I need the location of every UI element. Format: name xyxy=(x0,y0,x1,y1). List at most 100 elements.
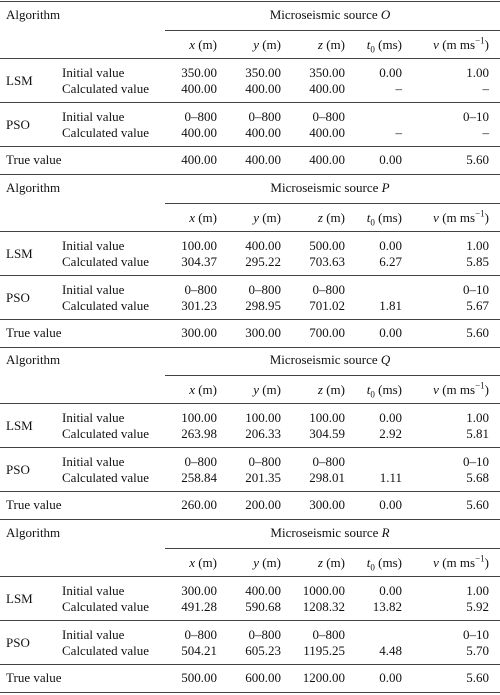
row-label: Calculated value xyxy=(62,297,149,313)
rule xyxy=(0,691,500,693)
cell: 400.00 xyxy=(245,81,281,96)
column-header: v (m ms−1) xyxy=(433,36,489,52)
cell: 0–800 xyxy=(248,626,282,642)
cell: 5.70 xyxy=(466,642,489,658)
column-symbol: t xyxy=(366,382,371,398)
row-label: Initial value xyxy=(62,281,125,297)
cell: 0.00 xyxy=(379,669,402,685)
row-label: Initial value xyxy=(62,626,125,642)
column-unit: (m ms xyxy=(442,554,476,570)
rule xyxy=(0,146,500,147)
cell: 0.00 xyxy=(379,497,402,513)
rule xyxy=(0,519,500,521)
algorithm-header: Algorithm xyxy=(6,352,61,368)
column-header: y (m) xyxy=(253,209,281,225)
source-title: Microseismic source O xyxy=(270,8,391,22)
column-symbol: t xyxy=(366,554,371,570)
cell: 0–10 xyxy=(463,281,489,297)
cell: 1000.00 xyxy=(302,582,345,598)
column-header: t0 (ms) xyxy=(366,382,402,400)
column-symbol: y xyxy=(253,37,259,52)
column-unit: (m) xyxy=(262,554,281,570)
column-subscript: 0 xyxy=(370,44,375,55)
column-unit: (m) xyxy=(326,37,345,52)
cell: 0–800 xyxy=(184,454,218,470)
cell: 2.92 xyxy=(379,426,402,442)
column-unit: (m ms xyxy=(442,209,476,225)
column-unit: (m ms xyxy=(442,382,476,398)
column-header: t0 (ms) xyxy=(366,37,402,55)
column-symbol: x xyxy=(189,37,195,52)
cell: 258.84 xyxy=(181,470,217,486)
column-symbol: v xyxy=(433,209,439,225)
rule xyxy=(0,491,500,493)
cell: 295.22 xyxy=(245,253,281,269)
cell: 350.00 xyxy=(309,65,345,80)
source-title: Microseismic source P xyxy=(270,179,390,195)
cell: 400.00 xyxy=(309,152,345,167)
cell: 504.21 xyxy=(181,642,217,658)
cell: 0.00 xyxy=(379,410,402,426)
cell: 5.85 xyxy=(466,253,489,269)
cell: 400.00 xyxy=(245,125,281,140)
source-title: Microseismic source R xyxy=(270,525,389,540)
group-name: PSO xyxy=(6,117,30,132)
rule xyxy=(165,375,500,377)
rule xyxy=(0,403,500,405)
cell: 1.81 xyxy=(379,297,402,313)
source-name: P xyxy=(381,179,390,195)
column-unit: (m) xyxy=(198,209,217,225)
row-label: Calculated value xyxy=(62,470,149,486)
cell: 1.00 xyxy=(466,582,489,598)
cell: 0.00 xyxy=(379,582,402,598)
column-unit: (m) xyxy=(198,554,217,570)
column-header: y (m) xyxy=(253,38,281,52)
source-name: Q xyxy=(380,352,391,368)
row-label: Initial value xyxy=(62,109,125,124)
column-symbol: v xyxy=(433,554,439,570)
cell: 350.00 xyxy=(245,65,281,80)
column-unit-close: ) xyxy=(484,382,489,398)
rule xyxy=(0,447,500,449)
cell: 0–800 xyxy=(184,281,218,297)
row-label: Calculated value xyxy=(62,598,149,614)
column-unit: (m) xyxy=(326,209,345,225)
column-header: z (m) xyxy=(318,554,345,570)
column-unit: (m) xyxy=(326,554,345,570)
column-header: x (m) xyxy=(189,554,217,570)
column-symbol: t xyxy=(366,37,371,52)
row-label: True value xyxy=(6,669,62,685)
group-name: PSO xyxy=(6,462,30,478)
column-header: v (m ms−1) xyxy=(433,209,489,225)
group-name: LSM xyxy=(6,418,33,434)
column-symbol: z xyxy=(317,209,323,225)
cell: 13.82 xyxy=(372,598,402,614)
row-label: Calculated value xyxy=(62,125,149,140)
cell: 5.60 xyxy=(466,152,489,167)
rule xyxy=(0,663,500,665)
column-unit: (ms) xyxy=(378,382,402,398)
cell: 4.48 xyxy=(379,642,402,658)
cell: 263.98 xyxy=(181,426,217,442)
column-unit: (m) xyxy=(198,382,217,398)
cell: 605.23 xyxy=(245,642,281,658)
column-unit: (m) xyxy=(262,209,281,225)
cell: 100.00 xyxy=(309,410,345,426)
cell: 700.00 xyxy=(309,324,345,340)
column-symbol: y xyxy=(253,382,259,398)
column-header: y (m) xyxy=(253,383,281,397)
group-name: LSM xyxy=(6,590,33,606)
column-symbol: z xyxy=(317,382,323,398)
row-label: True value xyxy=(6,152,62,167)
row-label: Initial value xyxy=(62,582,125,598)
cell: 0–800 xyxy=(312,454,346,470)
cell: 5.60 xyxy=(466,669,489,685)
column-unit: (m) xyxy=(262,37,281,52)
cell: 5.68 xyxy=(466,470,489,486)
cell: 703.63 xyxy=(309,253,345,269)
row-label: True value xyxy=(6,497,62,513)
source-label: Microseismic source xyxy=(270,179,379,195)
rule xyxy=(0,575,500,577)
cell: 100.00 xyxy=(181,410,217,426)
